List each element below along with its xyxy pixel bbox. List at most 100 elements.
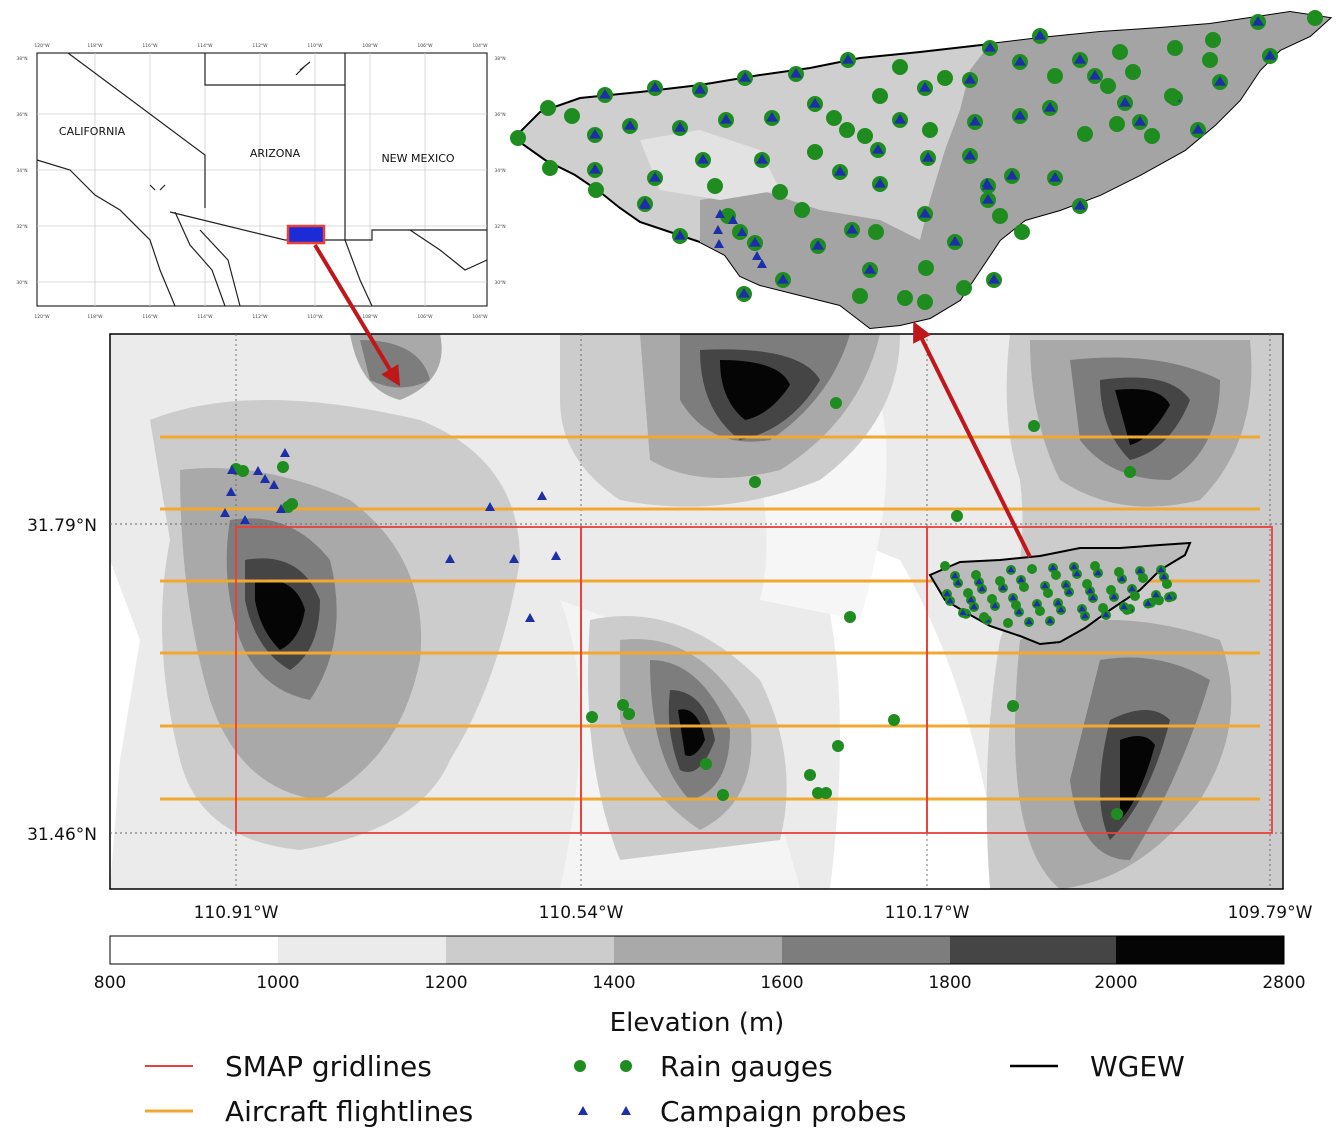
rain-gauge <box>1202 52 1218 68</box>
campaign-probe <box>1025 618 1033 625</box>
campaign-probe <box>922 152 934 162</box>
smap-gridlines <box>235 526 1273 834</box>
arrows <box>313 243 1032 558</box>
campaign-probe <box>227 465 237 474</box>
rain-gauge <box>623 708 635 720</box>
campaign-probe <box>978 585 986 592</box>
campaign-probe <box>964 74 976 84</box>
rain-gauge <box>510 130 526 146</box>
campaign-probe <box>1160 573 1168 580</box>
campaign-probe <box>599 89 611 99</box>
wgew-enlarged-gauges <box>510 10 1323 310</box>
campaign-probe <box>1165 593 1173 600</box>
campaign-probe <box>1073 570 1081 577</box>
colorbar-segment <box>1116 936 1284 964</box>
campaign-probe <box>967 596 975 603</box>
inset-bottom-tick: 110°W <box>307 314 323 320</box>
colorbar-segment <box>782 936 950 964</box>
inset-top-tick: 112°W <box>252 43 268 49</box>
campaign-probe <box>1033 600 1041 607</box>
colorbar-tick: 2800 <box>1262 973 1305 993</box>
campaign-probe <box>959 609 967 616</box>
campaign-probe <box>525 613 535 622</box>
campaign-probe <box>984 42 996 52</box>
colorbar-segment <box>614 936 782 964</box>
campaign-probe <box>919 208 931 218</box>
inset-right-tick: 30°N <box>494 280 505 286</box>
inset-bottom-tick: 104°W <box>472 314 488 320</box>
rain-gauge <box>963 588 973 598</box>
campaign-probe <box>842 54 854 64</box>
colorbar-label: Elevation (m) <box>610 1008 785 1038</box>
campaign-probe <box>1014 56 1026 66</box>
campaign-probe <box>999 584 1007 591</box>
rain-gauge <box>1307 10 1323 26</box>
rain-gauge <box>1027 564 1037 574</box>
rain-gauge <box>564 108 580 124</box>
lon-tick-label: 109.79°W <box>1228 903 1313 923</box>
rain-gauge <box>868 224 884 240</box>
state-label-new-mexico: NEW MEXICO <box>381 152 454 165</box>
rain-gauge <box>922 122 938 138</box>
campaign-probe <box>737 227 747 236</box>
campaign-probe <box>1118 575 1126 582</box>
rain-gauge <box>749 476 761 488</box>
campaign-probe <box>728 215 738 224</box>
campaign-probe <box>757 259 767 268</box>
campaign-probe <box>1144 599 1152 606</box>
inset-bottom-tick: 112°W <box>252 314 268 320</box>
campaign-probe <box>694 84 706 94</box>
campaign-probe <box>982 178 992 187</box>
rain-gauge <box>1109 116 1125 132</box>
rain-gauge <box>820 787 832 799</box>
rain-gauge <box>707 178 723 194</box>
rain-gauge <box>951 510 963 522</box>
legend-label-flight: Aircraft flightlines <box>225 1095 473 1128</box>
wgew-gauge-cluster <box>940 561 1177 628</box>
campaign-probe <box>220 508 230 517</box>
campaign-probe <box>1089 70 1101 80</box>
inset-right-tick: 38°N <box>494 56 505 62</box>
inset-top-tick: 106°W <box>417 43 433 49</box>
rain-gauge <box>772 184 788 200</box>
campaign-probe <box>969 116 981 126</box>
campaign-probe <box>551 551 561 560</box>
wgew-outline-small <box>928 541 1192 646</box>
main-map: 31.79°N 31.46°N 110.91°W 110.54°W 110.17… <box>27 333 1313 923</box>
campaign-probe <box>1086 587 1094 594</box>
campaign-probe <box>756 154 768 164</box>
inset-top-tick: 110°W <box>307 43 323 49</box>
campaign-probe <box>1065 588 1073 595</box>
rain-gauge <box>872 88 888 104</box>
campaign-probe <box>1110 593 1118 600</box>
rain-gauges-main <box>230 397 1136 820</box>
rain-gauge <box>956 280 972 296</box>
rain-gauge <box>586 711 598 723</box>
wgew-light-zone <box>640 130 780 200</box>
campaign-probe <box>1070 563 1078 570</box>
campaign-probe <box>739 72 751 82</box>
wgew-dark-zone <box>900 12 1330 325</box>
lat-tick-label: 31.46°N <box>27 825 97 845</box>
inset-top-tick: 116°W <box>142 43 158 49</box>
campaign-probe <box>1094 569 1102 576</box>
campaign-probe <box>720 114 732 124</box>
campaign-probe <box>1034 30 1046 40</box>
campaign-probe <box>1214 76 1226 86</box>
campaign-probe <box>846 224 858 234</box>
inset-left-tick: 32°N <box>16 224 27 230</box>
inset-top-tick: 114°W <box>197 43 213 49</box>
legend-label-wgew: WGEW <box>1090 1050 1185 1083</box>
campaign-probe <box>1078 605 1086 612</box>
campaign-probe <box>1015 608 1023 615</box>
campaign-probe <box>988 274 1000 284</box>
smap-grid-cell <box>926 526 1273 834</box>
rain-gauge <box>282 501 294 513</box>
rain-gauge <box>542 160 558 176</box>
campaign-probe <box>714 239 724 248</box>
rain-gauge <box>237 465 249 477</box>
colorbar-segment <box>110 936 278 964</box>
rain-gauge <box>979 612 989 622</box>
rain-gauge <box>832 740 844 752</box>
rain-gauge <box>857 128 873 144</box>
